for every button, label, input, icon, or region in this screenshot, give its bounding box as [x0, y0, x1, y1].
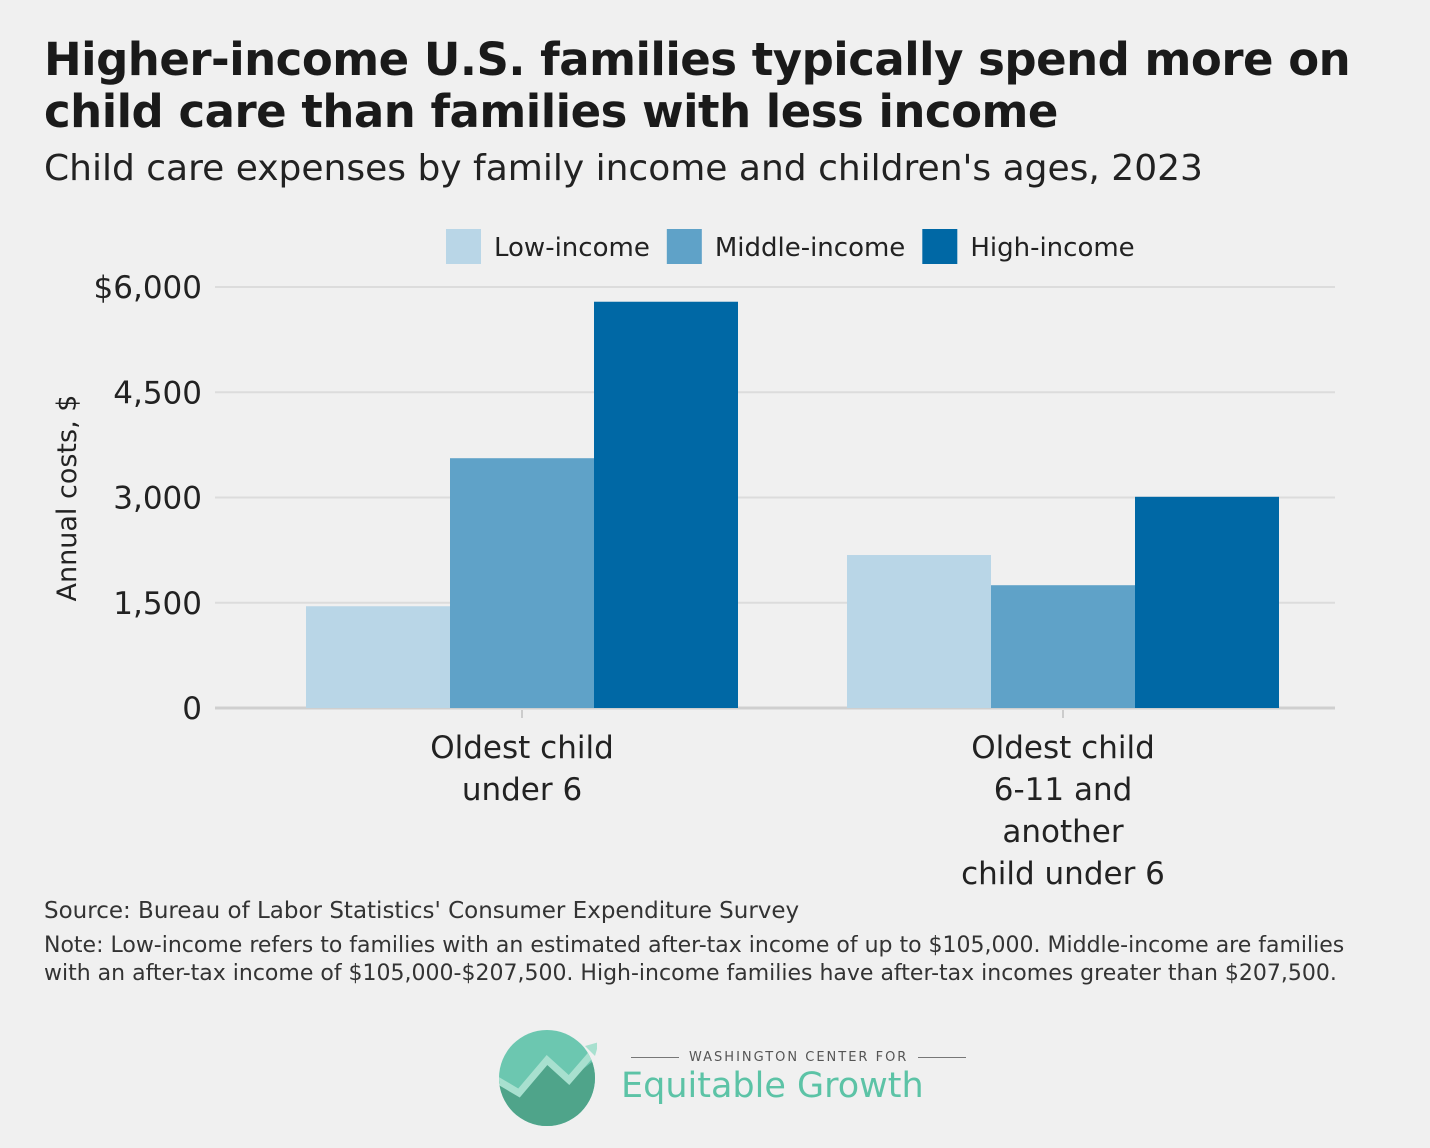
y-tick-label: 1,500: [113, 586, 202, 622]
x-tick-label: Oldest child: [971, 730, 1155, 766]
y-axis-label: Annual costs, $: [52, 395, 83, 602]
bar-high-income: [594, 301, 738, 708]
chart-subtitle: Child care expenses by family income and…: [44, 148, 1203, 189]
logo-icon: [499, 1030, 599, 1126]
logo-main-text: Equitable Growth: [621, 1066, 924, 1106]
bar-chart: 0 1,500 3,000 4,500 $6,000 Annual costs, $ Low…: [52, 229, 1335, 892]
y-tick-label: 4,500: [113, 375, 202, 411]
legend-label: Low-income: [494, 233, 650, 263]
bar-low-income: [847, 555, 991, 708]
equitable-growth-logo: WASHINGTON CENTER FOR Equitable Growth: [497, 1028, 937, 1128]
x-tick-label: 6-11 and: [994, 772, 1133, 808]
legend-swatch: [666, 229, 702, 264]
logo-top-text: WASHINGTON CENTER FOR: [621, 1050, 976, 1065]
legend-label: High-income: [970, 233, 1134, 263]
bar-middle-income: [450, 458, 594, 708]
x-tick-label: under 6: [462, 772, 582, 808]
x-tick-label: child under 6: [961, 856, 1165, 892]
x-tick-label: Oldest child: [430, 730, 614, 766]
x-tick-label: another: [1002, 814, 1123, 850]
bar-middle-income: [991, 585, 1135, 708]
note-text: Note: Low-income refers to families with…: [44, 933, 1345, 986]
bar-low-income: [306, 606, 450, 708]
y-tick-label: $6,000: [94, 270, 202, 306]
y-tick-label: 3,000: [113, 481, 202, 517]
bar-high-income: [1135, 496, 1279, 708]
legend-swatch: [446, 229, 481, 264]
chart-title: Higher-income U.S. families typically sp…: [44, 33, 1351, 138]
legend-swatch: [922, 229, 958, 264]
legend-label: Middle-income: [715, 233, 906, 263]
source-text: Source: Bureau of Labor Statistics' Cons…: [44, 898, 800, 924]
y-tick-label: 0: [182, 691, 202, 727]
